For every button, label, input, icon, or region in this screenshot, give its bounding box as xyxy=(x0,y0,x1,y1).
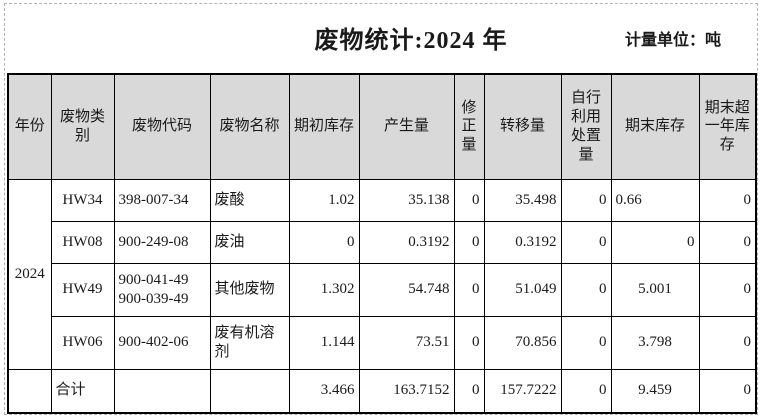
cell-name-empty xyxy=(209,368,290,414)
total-generated: 163.7152 xyxy=(358,368,455,414)
table-row: HW49 900-041-49 900-039-49 其他废物 1.302 54… xyxy=(8,262,757,317)
cell-generated: 35.138 xyxy=(358,178,455,222)
cell-year-empty xyxy=(7,368,52,414)
total-closing-stock: 9.459 xyxy=(610,368,700,414)
header-year: 年份 xyxy=(7,73,52,180)
header-transferred: 转移量 xyxy=(483,73,562,180)
cell-self-disposed: 0 xyxy=(560,315,612,370)
header-name: 废物名称 xyxy=(209,73,290,180)
cell-opening-stock: 1.02 xyxy=(288,178,360,222)
cell-closing-stock: 5.001 xyxy=(610,262,700,317)
header-closing-stock: 期末库存 xyxy=(610,73,700,180)
cell-code: 900-402-06 xyxy=(113,315,211,370)
cell-over-one-year: 0 xyxy=(698,220,757,264)
cell-category: HW06 xyxy=(50,315,115,370)
table-row: HW08 900-249-08 废油 0 0.3192 0 0.3192 0 0… xyxy=(8,220,757,264)
cell-transferred: 0.3192 xyxy=(483,220,562,264)
cell-over-one-year: 0 xyxy=(698,178,757,222)
header-opening-stock: 期初库存 xyxy=(288,73,360,180)
header-category: 废物类别 xyxy=(50,73,115,180)
total-label: 合计 xyxy=(50,368,115,414)
cell-corrected: 0 xyxy=(453,220,485,264)
total-over-one-year: 0 xyxy=(698,368,757,414)
cell-closing-stock: 0.66 xyxy=(610,178,700,222)
cell-self-disposed: 0 xyxy=(560,178,612,222)
cell-transferred: 35.498 xyxy=(483,178,562,222)
total-transferred: 157.7222 xyxy=(483,368,562,414)
cell-year: 2024 xyxy=(7,178,52,370)
cell-name: 废酸 xyxy=(209,178,290,222)
header-generated: 产生量 xyxy=(358,73,455,180)
cell-generated: 54.748 xyxy=(358,262,455,317)
cell-corrected: 0 xyxy=(453,315,485,370)
cell-opening-stock: 0 xyxy=(288,220,360,264)
header-self-disposed: 自行利用处置量 xyxy=(560,73,612,180)
cell-transferred: 51.049 xyxy=(483,262,562,317)
cell-name: 废油 xyxy=(209,220,290,264)
waste-statistics-table: 年份 废物类别 废物代码 废物名称 期初库存 产生量 修正量 转移量 自行利用处… xyxy=(7,73,757,414)
cell-over-one-year: 0 xyxy=(698,315,757,370)
total-row: 合计 3.466 163.7152 0 157.7222 0 9.459 0 xyxy=(7,368,757,414)
cell-generated: 0.3192 xyxy=(358,220,455,264)
total-self-disposed: 0 xyxy=(560,368,612,414)
cell-category: HW49 xyxy=(50,262,115,317)
table-row: 2024 HW34 398-007-34 废酸 1.02 35.138 0 35… xyxy=(7,178,757,370)
header-over-one-year: 期末超一年库存 xyxy=(698,73,757,180)
cell-closing-stock: 3.798 xyxy=(610,315,700,370)
cell-generated: 73.51 xyxy=(358,315,455,370)
cell-closing-stock: 0 xyxy=(610,220,700,264)
total-opening-stock: 3.466 xyxy=(288,368,360,414)
header-corrected: 修正量 xyxy=(453,73,485,180)
header-row: 年份 废物类别 废物代码 废物名称 期初库存 产生量 修正量 转移量 自行利用处… xyxy=(7,73,757,180)
cell-code-empty xyxy=(113,368,211,414)
header-code: 废物代码 xyxy=(113,73,211,180)
cell-opening-stock: 1.302 xyxy=(288,262,360,317)
cell-transferred: 70.856 xyxy=(483,315,562,370)
total-corrected: 0 xyxy=(453,368,485,414)
cell-code: 900-249-08 xyxy=(113,220,211,264)
page-title: 废物统计:2024 年 xyxy=(314,28,508,54)
cell-opening-stock: 1.144 xyxy=(288,315,360,370)
cell-corrected: 0 xyxy=(453,262,485,317)
cell-corrected: 0 xyxy=(453,178,485,222)
table-row: HW06 900-402-06 废有机溶剂 1.144 73.51 0 70.8… xyxy=(8,315,757,370)
cell-category: HW08 xyxy=(50,220,115,264)
cell-self-disposed: 0 xyxy=(560,262,612,317)
unit-label: 计量单位：吨 xyxy=(625,32,722,49)
cell-code: 398-007-34 xyxy=(113,178,211,222)
cell-code: 900-041-49 900-039-49 xyxy=(113,262,211,317)
cell-name: 废有机溶剂 xyxy=(209,315,290,370)
cell-over-one-year: 0 xyxy=(698,262,757,317)
cell-category: HW34 xyxy=(50,178,115,222)
cell-self-disposed: 0 xyxy=(560,220,612,264)
cell-name: 其他废物 xyxy=(209,262,290,317)
